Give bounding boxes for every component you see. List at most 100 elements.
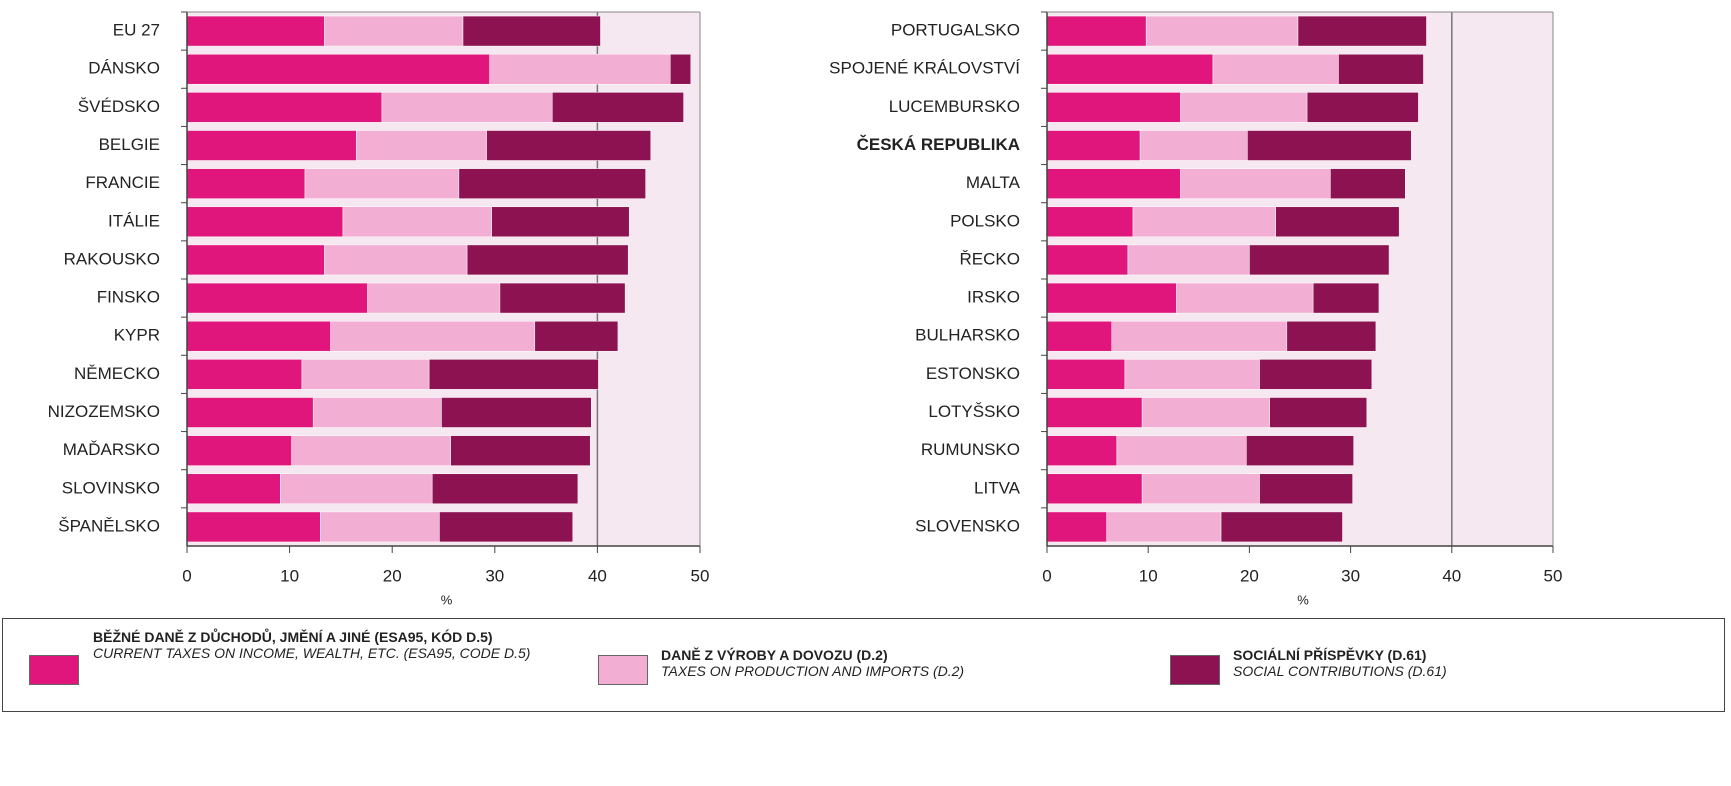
bar-segment — [1046, 168, 1181, 199]
x-axis-label: % — [1297, 592, 1309, 607]
bar-segment — [356, 130, 487, 161]
bar-segment — [291, 435, 451, 466]
bar-segment — [186, 244, 325, 276]
x-tick-label: 10 — [1139, 566, 1158, 585]
bar-segment — [186, 435, 292, 466]
legend-entry: DANĚ Z VÝROBY A DOVOZU (D.2) TAXES ON PRO… — [661, 647, 1141, 679]
bar-segment — [186, 282, 368, 314]
category-label: BELGIE — [99, 135, 160, 154]
bar-segment — [1046, 206, 1134, 238]
x-tick-label: 20 — [1240, 566, 1259, 585]
bar-segment — [186, 206, 344, 238]
bar-segment — [1046, 511, 1107, 543]
bar-segment — [1180, 168, 1331, 199]
x-tick-label: 10 — [280, 566, 299, 585]
x-tick-label: 50 — [691, 566, 710, 585]
legend-label: DANĚ Z VÝROBY A DOVOZU (D.2) — [661, 647, 888, 663]
category-label: MAĎARSKO — [63, 440, 160, 459]
bar-segment — [1046, 244, 1129, 276]
category-label: ŠVÉDSKO — [78, 97, 160, 116]
category-label: ESTONSKO — [926, 364, 1020, 383]
legend-label-en: TAXES ON PRODUCTION AND IMPORTS (D.2) — [661, 663, 965, 679]
bar-segment — [1275, 206, 1400, 238]
category-label: FINSKO — [97, 288, 160, 307]
bar-segment — [458, 168, 646, 199]
bar-segment — [1046, 282, 1177, 314]
bar-segment — [186, 511, 321, 543]
bar-segment — [450, 435, 591, 466]
x-tick-label: 30 — [1341, 566, 1360, 585]
bar-segment — [1145, 15, 1299, 47]
legend-swatch — [598, 655, 648, 685]
bar-segment — [186, 397, 314, 428]
category-label: EU 27 — [113, 21, 160, 40]
category-label: DÁNSKO — [88, 59, 160, 78]
legend-label: SOCIÁLNÍ PŘÍSPĚVKY (D.61) — [1233, 647, 1427, 663]
bar-segment — [1139, 130, 1248, 161]
bar-segment — [486, 130, 652, 161]
category-label: LITVA — [974, 478, 1021, 497]
category-label: LUCEMBURSKO — [889, 97, 1020, 116]
bar-segment — [1297, 15, 1427, 47]
bar-segment — [1312, 282, 1380, 314]
category-label: ŘECKO — [960, 249, 1020, 268]
x-tick-label: 0 — [1042, 566, 1051, 585]
bar-segment — [330, 320, 536, 352]
category-label: SPOJENÉ KRÁLOVSTVÍ — [829, 59, 1020, 78]
category-label: RAKOUSKO — [64, 249, 160, 268]
bar-segment — [1046, 130, 1141, 161]
bar-segment — [441, 397, 592, 428]
x-tick-label: 30 — [485, 566, 504, 585]
category-label: ITÁLIE — [108, 211, 160, 230]
bar-segment — [466, 244, 629, 276]
category-label: BULHARSKO — [915, 326, 1020, 345]
legend-label-en: CURRENT TAXES ON INCOME, WEALTH, ETC. (E… — [93, 645, 531, 661]
bar-segment — [431, 473, 579, 505]
bar-segment — [1046, 15, 1147, 47]
bar-segment — [186, 92, 383, 123]
bar-segment — [186, 130, 357, 161]
bar-segment — [324, 244, 468, 276]
bar-segment — [552, 92, 684, 123]
legend-label: BĚŽNÉ DANĚ Z DŮCHODŮ, JMĚNÍ A JINÉ (ESA9… — [93, 629, 493, 645]
bar-segment — [1116, 435, 1247, 466]
legend: BĚŽNÉ DANĚ Z DŮCHODŮ, JMĚNÍ A JINÉ (ESA9… — [2, 618, 1725, 712]
bar-segment — [186, 320, 331, 352]
bar-segment — [489, 53, 671, 85]
category-label: LOTYŠSKO — [928, 402, 1020, 421]
category-label: KYPR — [114, 326, 160, 345]
bar-segment — [186, 168, 306, 199]
bar-segment — [1141, 397, 1270, 428]
bar-segment — [367, 282, 501, 314]
bar-segment — [320, 511, 440, 543]
bar-segment — [462, 15, 601, 47]
bar-segment — [1259, 359, 1373, 390]
bar-segment — [301, 359, 430, 390]
bar-segment — [1046, 397, 1143, 428]
bar-segment — [1046, 53, 1214, 85]
category-label: ŠPANĚLSKO — [58, 516, 160, 535]
category-label: NIZOZEMSKO — [48, 402, 160, 421]
category-label: ČESKÁ REPUBLIKA — [857, 135, 1020, 154]
chart: EU 27 DÁNSKO ŠVÉDSKO BELGIE FRANCIE ITÁLIE RAK… — [48, 11, 1562, 607]
category-label: PORTUGALSKO — [891, 21, 1020, 40]
category-label: FRANCIE — [85, 173, 160, 192]
bar-segment — [1127, 244, 1250, 276]
bar-segment — [1330, 168, 1406, 199]
bar-segment — [1286, 320, 1377, 352]
bar-segment — [499, 282, 626, 314]
bar-segment — [1111, 320, 1288, 352]
bar-segment — [428, 359, 599, 390]
bar-segment — [1046, 320, 1113, 352]
x-tick-label: 20 — [383, 566, 402, 585]
bar-segment — [312, 397, 442, 428]
plot-background — [1047, 12, 1553, 546]
bar-segment — [1046, 473, 1143, 505]
bar-segment — [280, 473, 433, 505]
bar-segment — [1141, 473, 1260, 505]
bar-segment — [1306, 92, 1419, 123]
category-label: SLOVENSKO — [915, 516, 1020, 535]
bar-segment — [1212, 53, 1339, 85]
bar-segment — [186, 473, 281, 505]
